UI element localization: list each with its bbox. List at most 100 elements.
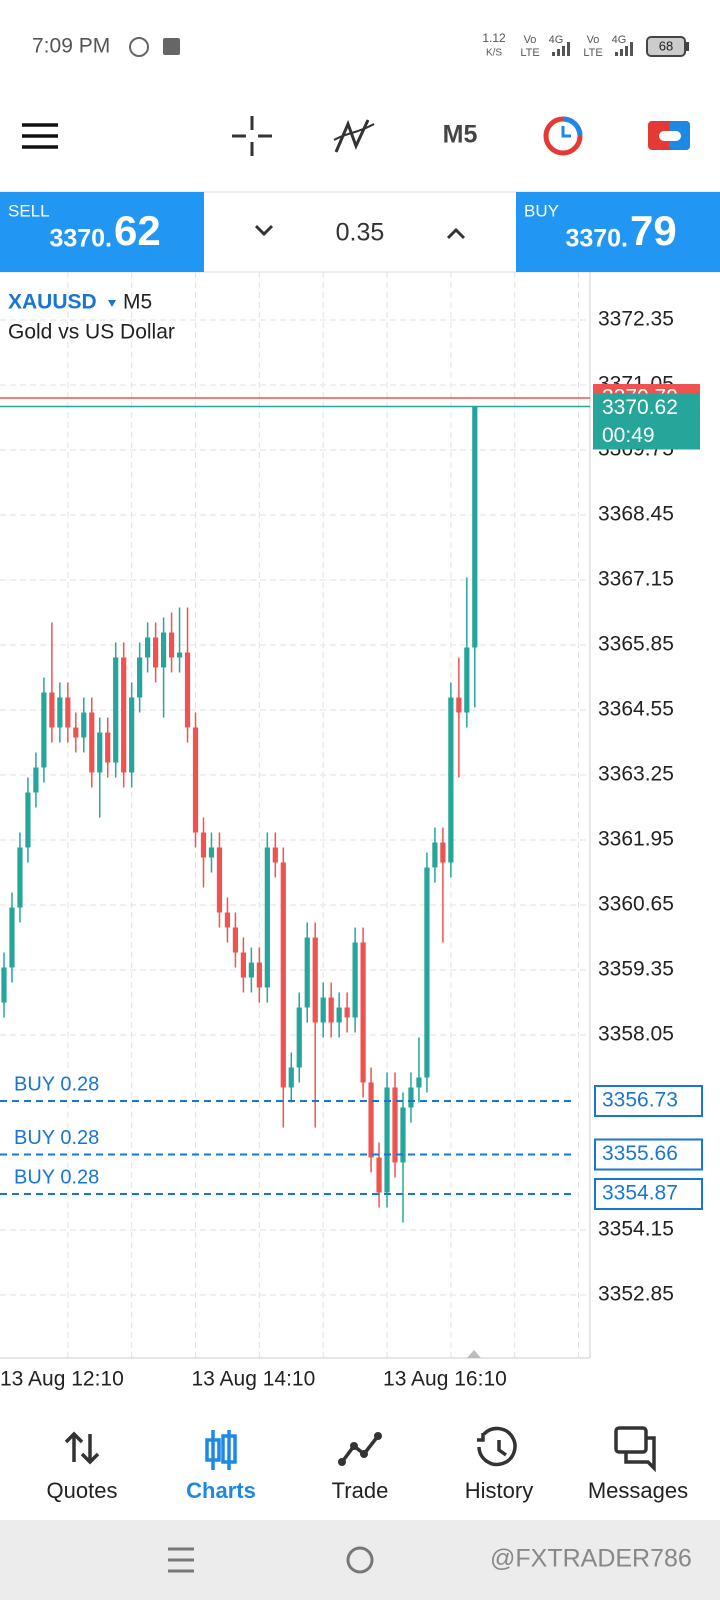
candle-body <box>344 1007 350 1018</box>
candle-body <box>336 1007 342 1023</box>
candle-body <box>264 847 270 988</box>
fb-icon <box>129 37 149 57</box>
y-tick-label: 3365.85 <box>598 633 674 656</box>
candle-body <box>192 727 199 833</box>
trade-toggle-button[interactable] <box>648 121 690 150</box>
nav-trade[interactable]: Trade <box>332 1478 389 1503</box>
bottom-nav <box>0 1392 720 1520</box>
candle-body <box>464 647 470 713</box>
candle-body <box>408 1087 414 1108</box>
quotes-icon <box>64 1431 100 1465</box>
candle-body <box>200 832 207 858</box>
nav-history[interactable]: History <box>465 1478 533 1503</box>
y-tick-label: 3359.35 <box>598 958 674 981</box>
candle-body <box>33 767 39 793</box>
candle-body <box>17 847 23 908</box>
crosshair-button[interactable] <box>232 116 272 156</box>
order-price-box <box>594 1178 703 1210</box>
candle-body <box>232 927 239 953</box>
volume-up[interactable] <box>446 227 466 240</box>
battery-level: 68 <box>659 38 673 53</box>
candle-body <box>208 847 215 858</box>
buy-label: BUY <box>524 201 559 220</box>
candle-body <box>272 847 278 863</box>
system-nav <box>0 1520 720 1600</box>
y-tick-label: 3364.55 <box>598 698 674 721</box>
nav-quotes[interactable]: Quotes <box>47 1478 118 1503</box>
candle-body <box>105 732 111 763</box>
candle-body <box>328 997 334 1023</box>
candle-body <box>81 712 87 738</box>
buy-price-head: 3370. <box>565 225 628 253</box>
nav-charts[interactable]: Charts <box>186 1478 256 1503</box>
signal <box>615 42 633 56</box>
sell-price-tail: 62 <box>114 207 161 254</box>
y-tick-label: 3368.45 <box>598 503 674 526</box>
order-price: 3355.66 <box>602 1142 678 1165</box>
sell-button[interactable]: SELL 3370. 62 <box>0 192 204 272</box>
candle-body <box>256 962 262 988</box>
chart: 3372.353371.053369.753368.453367.153365.… <box>0 272 674 1391</box>
sim-gen: 4G <box>549 34 564 46</box>
history-icon <box>477 1426 517 1467</box>
signal <box>552 42 570 56</box>
order-price: 3354.87 <box>602 1182 678 1205</box>
candle-body <box>89 712 95 773</box>
candle-body <box>121 657 127 773</box>
y-tick-label: 3361.95 <box>598 828 674 851</box>
trade-icon <box>338 1432 382 1466</box>
candle-body <box>49 692 55 728</box>
candle-body <box>224 912 231 928</box>
candle-body <box>240 952 246 978</box>
candle-body <box>448 697 454 863</box>
candle-body <box>392 1087 398 1163</box>
order-label: BUY 0.28 <box>14 1127 99 1149</box>
y-tick-label: 3354.15 <box>598 1218 674 1241</box>
candle-body <box>440 842 446 863</box>
sim-top: Vo <box>587 34 600 46</box>
symbol-dropdown[interactable] <box>108 300 116 307</box>
candle-body <box>153 637 159 668</box>
order-label: BUY 0.28 <box>14 1073 99 1095</box>
candle-body <box>176 652 183 658</box>
candle-body <box>304 937 310 1008</box>
candle-body <box>184 652 191 728</box>
time: 7:09 PM <box>32 35 110 58</box>
candle-body <box>73 727 79 738</box>
indicators-button[interactable] <box>333 119 375 153</box>
volume-down[interactable] <box>254 224 274 237</box>
x-tick-label: 13 Aug 16:10 <box>383 1368 507 1391</box>
charts-icon <box>205 1430 237 1470</box>
candle-body <box>456 697 462 713</box>
candle-body <box>129 697 135 773</box>
candle-body <box>145 637 151 658</box>
candle-body <box>160 632 167 668</box>
recents-button[interactable] <box>168 1547 194 1573</box>
nav-messages[interactable]: Messages <box>588 1478 688 1503</box>
countdown: 00:49 <box>602 424 655 447</box>
candle-body <box>424 867 430 1078</box>
volume[interactable]: 0.35 <box>336 219 385 247</box>
order-price-box <box>594 1085 703 1117</box>
sim-bottom: LTE <box>520 47 539 59</box>
menu-button[interactable] <box>22 123 58 149</box>
home-button[interactable] <box>346 1546 374 1574</box>
battery-tip <box>686 42 689 51</box>
sim-gen: 4G <box>612 34 627 46</box>
bid-price: 3370.62 <box>602 396 678 419</box>
y-tick-label: 3358.05 <box>598 1023 674 1046</box>
sell-label: SELL <box>8 201 50 220</box>
y-tick-label: 3372.35 <box>598 308 674 331</box>
buy-button[interactable]: BUY 3370. 79 <box>516 192 720 272</box>
candle-body <box>41 692 47 768</box>
scroll-marker <box>467 1350 481 1358</box>
candle-body <box>472 406 478 648</box>
x-tick-label: 13 Aug 14:10 <box>192 1368 316 1391</box>
candle-body <box>57 697 63 728</box>
clock-button[interactable] <box>543 116 583 156</box>
timeframe-button[interactable]: M5 <box>443 121 478 149</box>
candle-body <box>376 1157 382 1193</box>
candle-body <box>352 942 358 1018</box>
